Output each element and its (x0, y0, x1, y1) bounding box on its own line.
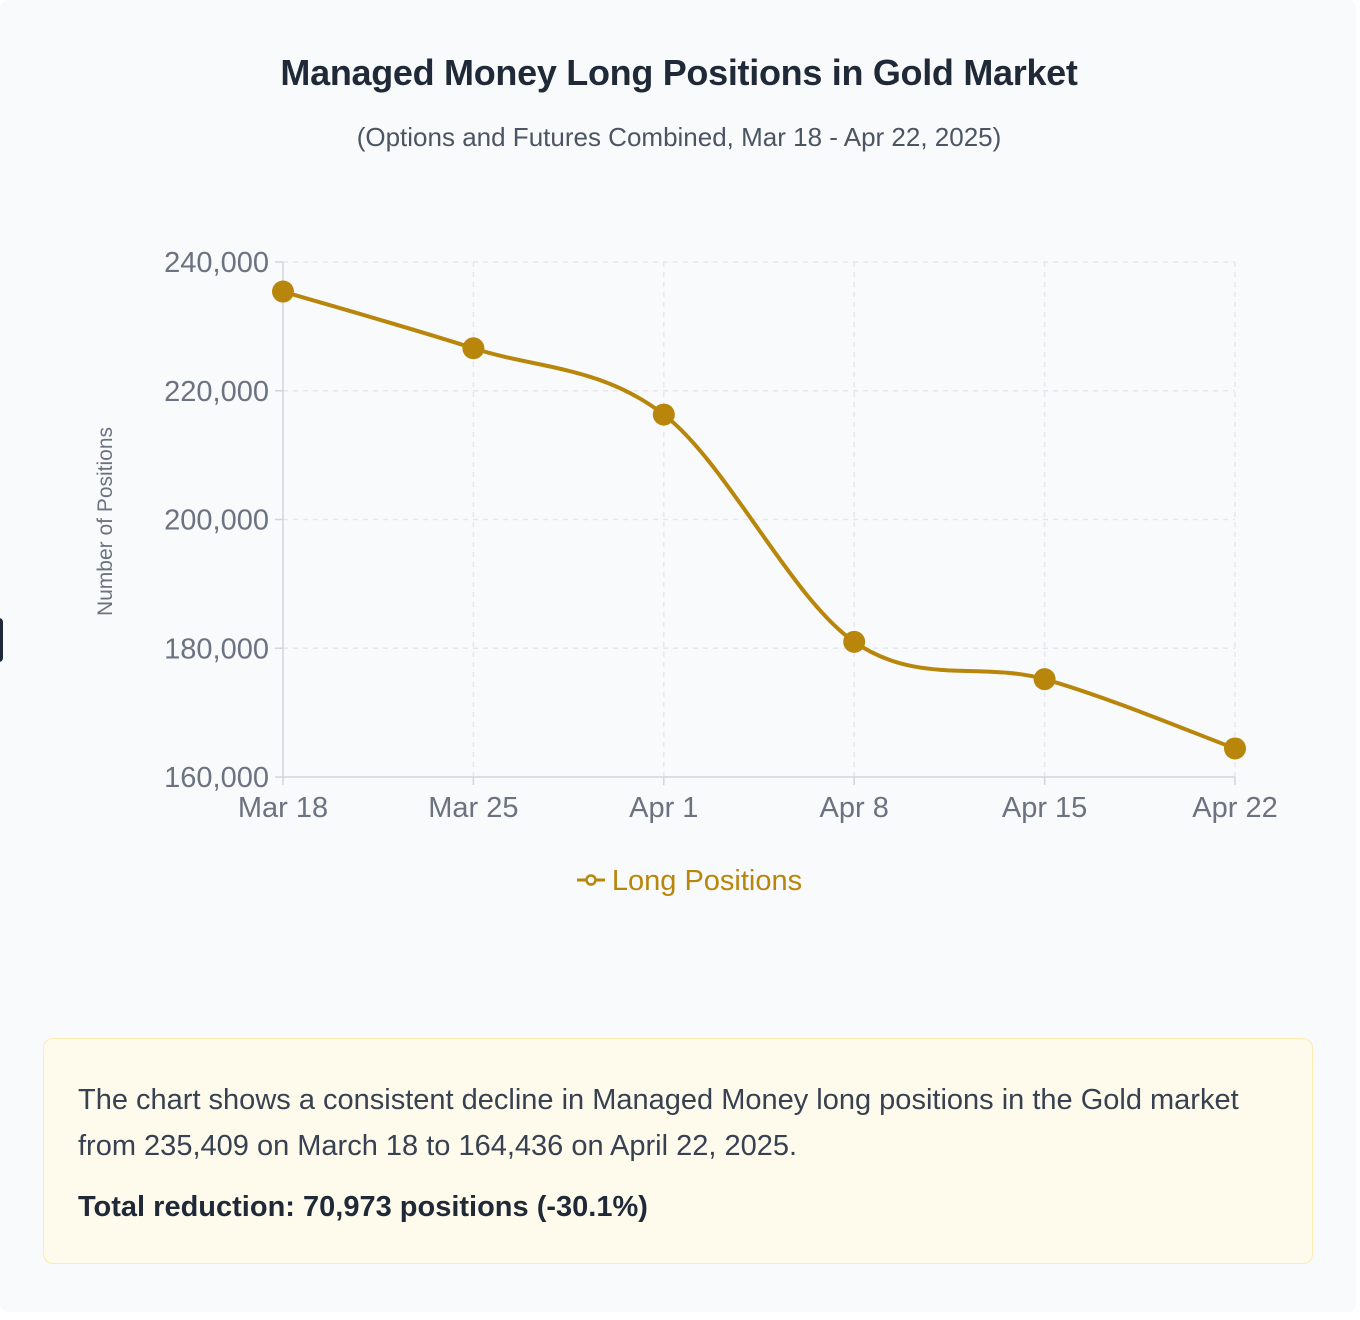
x-tick-label: Apr 1 (629, 792, 698, 824)
x-tick-label: Mar 25 (428, 792, 518, 824)
side-tab-handle[interactable] (0, 618, 3, 662)
series-long-positions (272, 280, 1246, 760)
data-point[interactable] (1224, 737, 1246, 760)
data-point[interactable] (462, 337, 485, 360)
grid-lines (283, 261, 1236, 777)
summary-reduction: Total reduction: 70,973 positions (-30.1… (78, 1191, 648, 1223)
x-axis-ticks: Mar 18 Mar 25 Apr 1 Apr 8 Apr 15 Apr 22 (238, 792, 1278, 824)
y-tick-label: 180,000 (164, 633, 269, 665)
chart-subtitle: (Options and Futures Combined, Mar 18 - … (356, 122, 1002, 152)
x-tick-label: Apr 8 (820, 792, 889, 824)
axes (275, 261, 1236, 785)
y-axis-ticks: 160,000 180,000 200,000 220,000 240,000 (164, 247, 269, 794)
x-tick-label: Apr 22 (1192, 792, 1277, 824)
series-line-long-positions (281, 289, 1237, 751)
legend-label: Long Positions (611, 865, 803, 897)
data-point[interactable] (1033, 668, 1056, 691)
legend-line-marker-icon (576, 874, 605, 887)
y-tick-label: 160,000 (164, 762, 269, 794)
y-tick-label: 240,000 (164, 247, 269, 279)
line-chart: 160,000 180,000 200,000 220,000 240,000 Mar … (94, 247, 1278, 824)
y-axis-label: Number of Positions (94, 427, 117, 616)
data-point[interactable] (272, 280, 294, 303)
y-tick-label: 200,000 (164, 505, 269, 537)
chart-title: Managed Money Long Positions in Gold Mar… (280, 52, 1078, 93)
legend[interactable]: Long Positions (0, 865, 1360, 898)
summary-text: The chart shows a consistent decline in … (78, 1084, 1239, 1162)
data-point[interactable] (843, 630, 866, 653)
summary-box: The chart shows a consistent decline in … (43, 1038, 1313, 1264)
data-point[interactable] (652, 403, 675, 426)
x-tick-label: Mar 18 (238, 792, 328, 824)
y-tick-label: 220,000 (164, 376, 269, 408)
x-tick-label: Apr 15 (1002, 792, 1087, 824)
